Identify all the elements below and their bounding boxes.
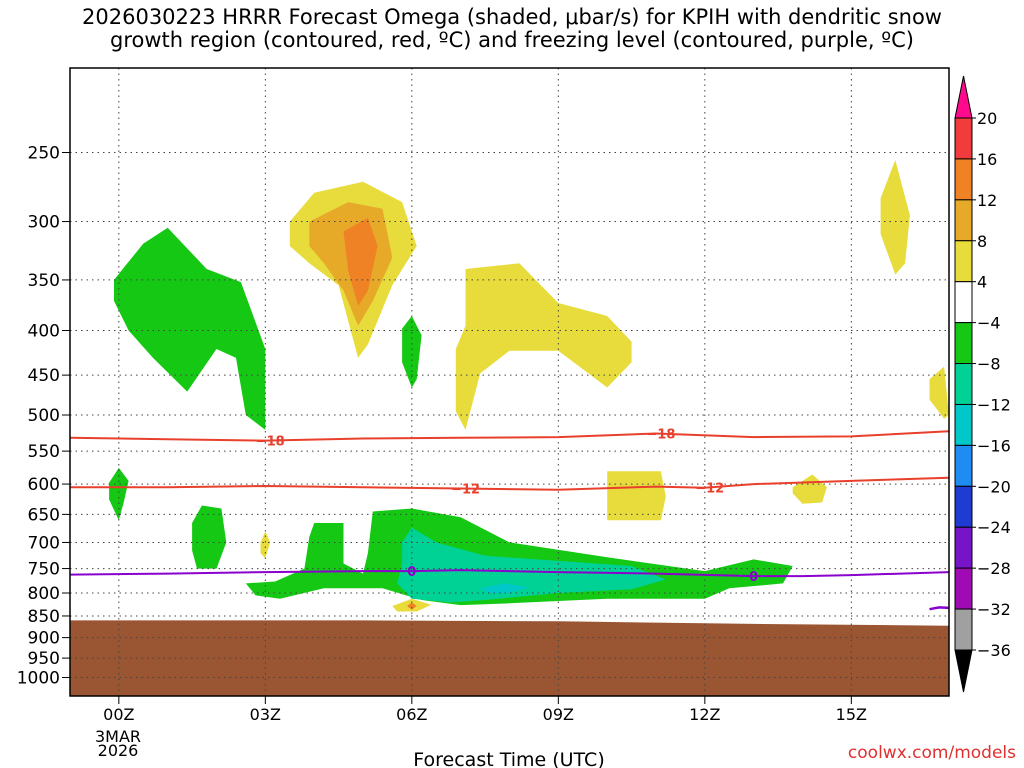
x-date-line-1: 3MAR [95,727,141,746]
colorbar-label: −20 [977,477,1011,496]
x-tick-label: 15Z [836,705,867,724]
freezing-contour-hook [929,606,950,611]
colorbar-label: 12 [977,191,997,210]
omega-region-17 [407,602,417,610]
y-tick-label: 950 [28,649,60,669]
y-tick-label: 650 [28,505,60,525]
omega-region-0 [114,227,266,430]
colorbar-label: −8 [977,355,1001,374]
colorbar-label: −32 [977,600,1011,619]
omega-region-4 [455,263,632,430]
colorbar: 20 16 12 8 4 −4 −8 −12 −16 −20 −24 −28 −32 −36 [954,75,1011,693]
omega-region-9 [607,471,666,521]
x-tick-label: 03Z [250,705,281,724]
colorbar-label: −12 [977,395,1011,414]
x-tick-label: 06Z [396,705,427,724]
x-axis: 3MAR 2026 Forecast Time (UTC) 00Z 03Z 06Z 0… [95,696,867,768]
terrain-fill [70,620,949,696]
y-tick-label: 300 [28,213,60,233]
colorbar-swatch [954,240,973,283]
colorbar-swatch [954,608,973,651]
colorbar-swatch [954,363,973,405]
omega-region-11 [192,505,227,569]
dendritic-contour-0 [69,430,950,442]
colorbar-label: 20 [977,109,997,128]
dendritic-contour-1-label: −12 [451,483,480,498]
x-tick-label: 12Z [689,705,720,724]
colorbar-swatch [954,567,973,610]
x-axis-label: Forecast Time (UTC) [413,749,604,768]
colorbar-swatch [954,199,973,242]
contour-lines: −18 −18 −12 −12 0 0 [69,428,950,611]
y-tick-label: 850 [28,607,60,627]
y-tick-label: 550 [28,442,60,462]
omega-region-14 [397,527,666,603]
colorbar-label: −24 [977,518,1011,537]
omega-region-12 [260,531,271,559]
terrain-polygon [70,620,949,696]
y-tick-label: 500 [28,406,60,426]
title-line-2: growth region (contoured, red, ºC) and f… [110,28,914,52]
y-tick-label: 600 [28,475,60,495]
colorbar-label: 8 [977,232,987,251]
colorbar-swatch [954,444,973,487]
freezing-contour-0 [69,569,950,578]
colorbar-swatch [954,322,973,365]
y-tick-label: 450 [28,366,60,386]
x-tick-label: 09Z [543,705,574,724]
dendritic-contour-0-label: −18 [256,435,285,450]
colorbar-label: 16 [977,150,997,169]
y-tick-label: 1000 [17,669,60,689]
colorbar-label: 4 [977,273,987,292]
colorbar-label: −36 [977,641,1011,660]
credit-link[interactable]: coolwx.com/models [847,743,1016,763]
y-tick-label: 400 [28,322,60,342]
omega-region-5 [402,316,422,388]
omega-region-7 [929,366,949,419]
colorbar-swatch [954,158,973,201]
dendritic-contour-1-label: −12 [695,481,724,496]
omega-region-8 [109,467,129,521]
y-tick-label: 800 [28,584,60,604]
dendritic-contour-0-label: −18 [646,428,675,443]
freezing-contour-0-label: 0 [407,565,416,580]
y-tick-label: 700 [28,533,60,553]
freezing-contour-0-label: 0 [749,570,758,585]
colorbar-swatch [954,117,973,160]
colorbar-swatch [954,485,973,528]
omega-shading [109,160,949,612]
grid-lines [70,68,949,696]
colorbar-swatch [954,403,973,446]
colorbar-swatch [954,526,973,569]
y-tick-label: 900 [28,629,60,649]
dendritic-contour-1 [70,476,950,491]
colorbar-label: −16 [977,436,1011,455]
y-axis: 2503003504004505005506006507007508008509… [17,144,70,689]
y-tick-label: 250 [28,144,60,164]
colorbar-swatch [954,281,973,324]
colorbar-bottom-arrow [954,649,973,693]
omega-region-15 [480,583,529,593]
plot-frame [69,67,950,697]
x-tick-label: 00Z [103,705,134,724]
omega-region-3 [343,217,378,307]
colorbar-label: −28 [977,559,1011,578]
colorbar-top-arrow [954,75,973,119]
y-tick-label: 350 [28,271,60,291]
title-line-1: 2026030223 HRRR Forecast Omega (shaded, … [82,5,942,29]
omega-region-6 [880,160,910,275]
page-title: 2026030223 HRRR Forecast Omega (shaded, … [0,6,1024,52]
colorbar-label: −4 [977,314,1001,333]
x-date-line-2: 2026 [98,741,139,760]
y-tick-label: 750 [28,560,60,580]
